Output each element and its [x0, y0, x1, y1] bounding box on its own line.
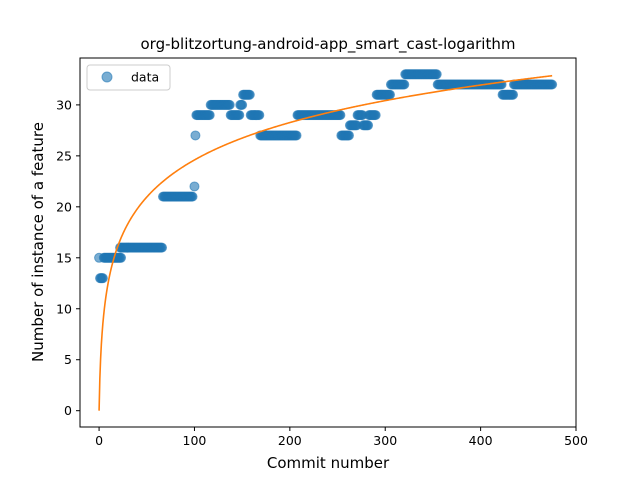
chart-title: org-blitzortung-android-app_smart_cast-l…: [141, 35, 516, 54]
legend-box: [86, 64, 171, 91]
x-tick-label: 0: [95, 433, 103, 448]
axis-ticks: 0 100 200 300 400 500 0 5 10 15 20 25 30: [56, 97, 588, 448]
data-point: [116, 252, 127, 263]
data-point: [399, 79, 410, 90]
data-point: [187, 191, 198, 202]
data-point: [431, 69, 442, 80]
data-point: [508, 89, 519, 100]
y-tick-label: 0: [64, 403, 72, 418]
x-tick-label: 300: [373, 433, 397, 448]
data-point: [157, 242, 168, 253]
data-point: [547, 79, 558, 90]
y-tick-label: 10: [56, 301, 72, 316]
data-point: [291, 130, 302, 141]
x-tick-label: 100: [183, 433, 207, 448]
x-tick-label: 500: [564, 433, 588, 448]
data-point: [224, 99, 235, 110]
fit-line: [98, 74, 553, 411]
x-tick-label: 400: [469, 433, 493, 448]
data-point: [244, 89, 255, 100]
data-point: [254, 110, 265, 121]
data-point: [234, 110, 245, 121]
data-point: [343, 130, 354, 141]
data-point: [190, 130, 201, 141]
data-point: [189, 181, 200, 192]
legend: data: [86, 64, 171, 91]
data-point: [363, 120, 374, 131]
y-tick-label: 20: [56, 199, 72, 214]
data-point: [385, 89, 395, 100]
data-point: [204, 110, 215, 121]
data-point: [237, 99, 248, 110]
legend-label-data: data: [131, 70, 159, 85]
y-tick-label: 15: [56, 250, 72, 265]
x-axis-label: Commit number: [267, 454, 390, 472]
y-tick-label: 5: [64, 352, 72, 367]
x-tick-label: 200: [278, 433, 302, 448]
y-axis-label: Number of instance of a feature: [29, 122, 47, 362]
data-point: [370, 110, 381, 121]
fit-line-layer: [98, 74, 553, 411]
y-tick-label: 25: [56, 148, 72, 163]
axes-frame: [79, 57, 577, 428]
y-tick-label: 30: [56, 97, 72, 112]
legend-marker-icon: [101, 71, 113, 83]
data-point: [335, 110, 346, 121]
data-point: [97, 273, 108, 284]
